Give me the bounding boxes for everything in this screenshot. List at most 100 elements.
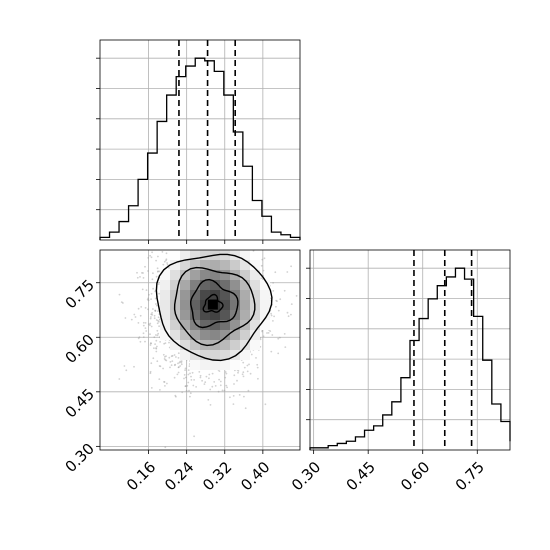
joint-sample-point — [246, 370, 249, 373]
joint-density-cell — [190, 250, 200, 260]
joint-sample-point — [188, 365, 191, 367]
joint-density-cell — [190, 320, 200, 330]
joint-density-cell — [190, 350, 200, 360]
joint-sample-point — [277, 309, 280, 312]
joint-sample-point — [242, 361, 245, 364]
joint-density-cell — [240, 260, 250, 270]
joint-sample-point — [157, 255, 159, 258]
joint-sample-point — [154, 309, 157, 312]
joint-sample-point — [263, 257, 266, 260]
joint-sample-point — [270, 314, 273, 317]
joint-density-cell — [190, 290, 200, 300]
joint-sample-point — [229, 396, 231, 399]
joint-density-cell — [200, 320, 210, 330]
joint-sample-point — [188, 389, 190, 392]
joint-sample-point — [147, 297, 150, 300]
joint-density-cell — [170, 320, 180, 330]
joint-sample-point — [157, 316, 160, 319]
joint-sample-point — [277, 337, 280, 340]
hist-x-step — [99, 57, 301, 240]
joint-sample-point — [219, 384, 222, 387]
joint-density-cell — [250, 280, 260, 290]
joint-sample-point — [157, 310, 159, 312]
joint-density-cell — [240, 300, 250, 310]
joint-sample-point — [151, 251, 154, 254]
joint-sample-point — [157, 270, 160, 273]
joint-sample-point — [170, 364, 173, 367]
joint-sample-point — [187, 369, 190, 371]
joint-sample-point — [190, 375, 192, 378]
hist-x-background — [100, 40, 300, 240]
joint-density-cell — [200, 250, 210, 260]
joint-sample-point — [163, 381, 165, 383]
joint-density-cell — [160, 320, 170, 330]
joint-sample-point — [155, 319, 158, 321]
joint-sample-point — [139, 340, 142, 343]
joint-sample-point — [246, 364, 249, 367]
joint-sample-point — [177, 366, 180, 369]
joint-sample-point — [270, 350, 273, 353]
joint-sample-point — [226, 386, 229, 389]
joint-density-cell — [220, 340, 230, 350]
joint-sample-point — [243, 366, 246, 369]
joint-sample-point — [166, 382, 168, 385]
joint-density-cell — [160, 310, 170, 320]
joint-sample-point — [267, 332, 270, 334]
joint-sample-point — [176, 373, 179, 376]
joint-sample-point — [223, 389, 226, 392]
joint-sample-point — [218, 370, 221, 372]
joint-density-cell — [180, 280, 190, 290]
joint-sample-point — [137, 322, 140, 324]
joint-sample-point — [193, 379, 196, 381]
hist-y-step-line — [309, 267, 511, 450]
joint-sample-point — [147, 299, 150, 302]
joint-sample-point — [283, 333, 286, 335]
joint-sample-point — [162, 353, 165, 356]
joint-sample-point — [154, 290, 157, 293]
joint-sample-point — [168, 341, 170, 344]
joint-sample-point — [141, 288, 144, 291]
joint-sample-point — [177, 362, 179, 365]
joint-density-cell — [250, 310, 260, 320]
joint-sample-point — [189, 395, 191, 398]
joint-sample-point — [219, 380, 222, 383]
joint-sample-point — [283, 289, 286, 292]
joint-sample-point — [189, 372, 191, 375]
joint-sample-point — [122, 302, 124, 304]
joint-sample-point — [261, 258, 264, 261]
joint-density-cell — [170, 270, 180, 280]
joint-sample-point — [249, 372, 252, 375]
joint-density-cell — [190, 300, 200, 310]
joint-sample-point — [163, 381, 166, 383]
joint-sample-point — [120, 301, 123, 303]
joint-sample-point — [163, 358, 166, 360]
joint-sample-point — [142, 272, 144, 274]
joint-density-cell — [200, 360, 210, 370]
joint-density-cell — [190, 360, 200, 370]
joint-sample-point — [144, 265, 146, 268]
joint-sample-point — [158, 292, 161, 295]
joint-sample-point — [177, 366, 180, 368]
joint-sample-point — [124, 317, 127, 319]
joint-density-cell — [250, 330, 260, 340]
joint-sample-point — [173, 376, 176, 379]
joint-sample-point — [149, 372, 152, 375]
joint-sample-point — [164, 359, 167, 361]
joint-sample-point — [243, 395, 245, 398]
joint-density-cell — [210, 360, 220, 370]
joint-sample-point — [142, 336, 145, 338]
joint-sample-point — [232, 395, 235, 397]
joint-sample-point — [225, 384, 228, 387]
joint-density-cell — [220, 300, 230, 310]
joint-sample-point — [165, 258, 168, 261]
joint-sample-point — [144, 327, 147, 329]
joint-sample-point — [198, 371, 201, 373]
joint-density-cell — [220, 290, 230, 300]
joint-sample-point — [142, 277, 145, 279]
joint-contour-3 — [202, 293, 224, 313]
joint-density-cell — [210, 260, 220, 270]
joint-sample-point — [179, 360, 182, 363]
joint-density-cell — [160, 330, 170, 340]
joint-sample-point — [158, 320, 160, 323]
joint-density-cell — [180, 250, 190, 260]
